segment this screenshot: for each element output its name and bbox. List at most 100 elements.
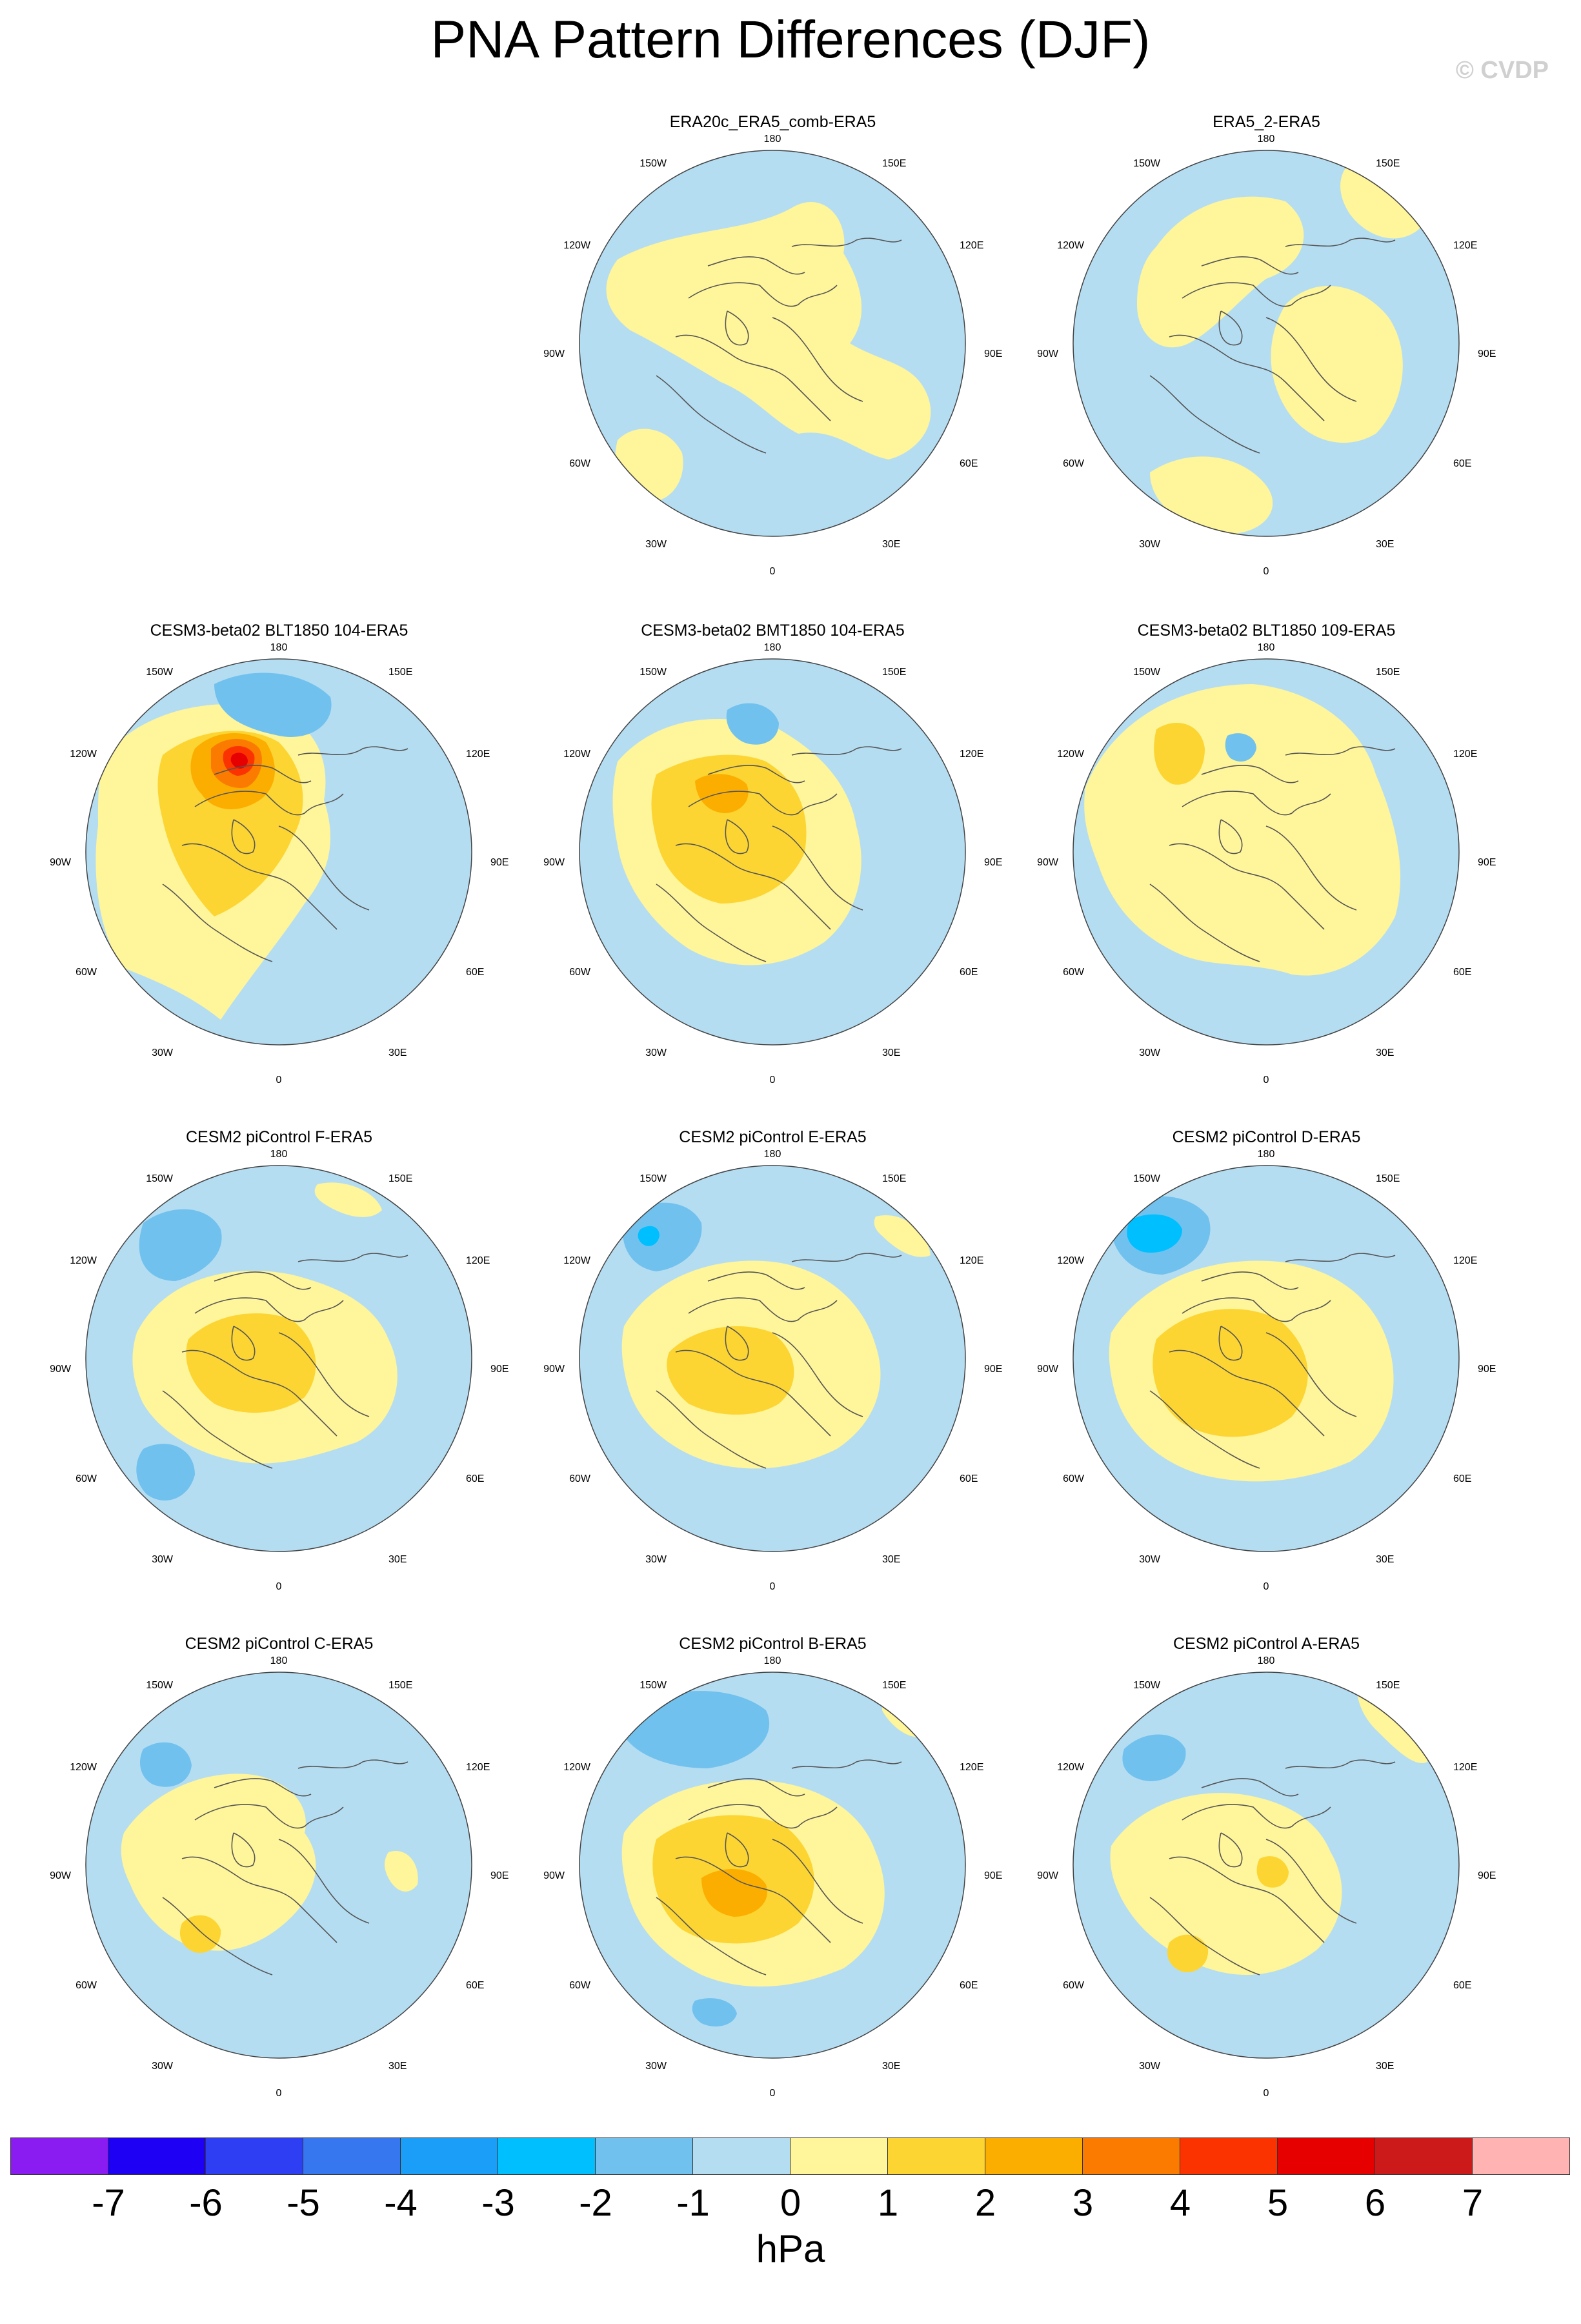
coastline <box>1149 375 1260 454</box>
longitude-label: 120E <box>960 1255 984 1266</box>
colorbar-tick-label: -6 <box>189 2182 223 2224</box>
longitude-label: 90E <box>984 1364 1003 1375</box>
coastline <box>675 334 831 421</box>
colorbar-swatch <box>108 2137 206 2175</box>
longitude-label: 30E <box>882 1047 901 1058</box>
polar-map <box>85 1672 472 2059</box>
map-border <box>1072 1672 1460 2059</box>
longitude-label: 30E <box>388 1047 407 1058</box>
longitude-label: 180 <box>763 134 781 145</box>
longitude-label: 60W <box>569 1980 590 1991</box>
anomaly-region-pos2 <box>1154 723 1205 785</box>
longitude-label: 90E <box>1478 1364 1496 1375</box>
longitude-label: 90E <box>1478 1870 1496 1881</box>
longitude-label: 90W <box>1037 1364 1058 1375</box>
coastline <box>1218 1326 1243 1361</box>
longitude-label: 30E <box>1376 1554 1395 1565</box>
coastline <box>1265 1839 1357 1924</box>
longitude-label: 30E <box>388 1554 407 1565</box>
longitude-label: 180 <box>270 1655 288 1666</box>
panel-title: CESM2 piControl A-ERA5 <box>1173 1635 1360 1653</box>
coastline <box>278 825 370 911</box>
coastline <box>214 1271 312 1290</box>
coastline <box>194 1804 344 1829</box>
colorbar-swatch <box>790 2137 888 2175</box>
longitude-label: 150W <box>639 158 667 169</box>
longitude-label: 120W <box>563 240 590 251</box>
longitude-label: 150W <box>146 1680 173 1691</box>
polar-map <box>579 150 966 537</box>
colorbar-tick-label: 4 <box>1169 2182 1191 2224</box>
longitude-label: 0 <box>1263 1581 1269 1592</box>
anomaly-region-pos2 <box>1256 1856 1289 1888</box>
longitude-label: 150E <box>1376 158 1400 169</box>
longitude-label: 60E <box>466 1980 485 1991</box>
coastline <box>791 1253 902 1262</box>
polar-map <box>1072 1165 1460 1552</box>
colorbar-swatch <box>205 2137 303 2175</box>
anomaly-region-pos1 <box>1110 1793 1342 1975</box>
coastline <box>791 1759 902 1769</box>
anomaly-region-pos3 <box>701 1869 767 1917</box>
longitude-label: 60E <box>1453 458 1472 469</box>
coastline <box>278 1332 370 1417</box>
longitude-label: 0 <box>769 1075 776 1086</box>
longitude-label: 90E <box>490 1364 509 1375</box>
colorbar-swatch <box>498 2137 596 2175</box>
longitude-label: 60W <box>1063 1980 1084 1991</box>
coastline <box>1201 765 1299 783</box>
anomaly-region-neg2 <box>139 1209 222 1281</box>
coastline <box>1218 1832 1243 1868</box>
longitude-label: 30W <box>152 2061 173 2072</box>
coastline <box>194 791 344 816</box>
longitude-label: 0 <box>1263 566 1269 577</box>
coastline <box>1182 282 1331 307</box>
longitude-label: 120E <box>960 240 984 251</box>
longitude-label: 150E <box>882 158 907 169</box>
anomaly-region-pos2 <box>651 754 807 904</box>
colorbar-tick-label: -4 <box>384 2182 418 2224</box>
polar-map <box>1072 150 1460 537</box>
longitude-label: 60W <box>569 1473 590 1484</box>
longitude-label: 180 <box>763 1149 781 1160</box>
anomaly-region-pos2 <box>186 1313 316 1413</box>
coastline <box>297 1759 408 1769</box>
longitude-label: 60E <box>1453 1980 1472 1991</box>
colorbar-tick-label: -2 <box>579 2182 612 2224</box>
panel-title: ERA5_2-ERA5 <box>1213 113 1320 131</box>
coastline <box>725 819 749 854</box>
map-border <box>1072 150 1460 537</box>
coastline <box>1149 1390 1260 1469</box>
anomaly-region-neg2 <box>136 1444 195 1500</box>
coastline <box>181 843 337 930</box>
longitude-label: 60W <box>1063 458 1084 469</box>
longitude-label: 150W <box>639 1173 667 1184</box>
longitude-label: 30E <box>1376 2061 1395 2072</box>
colorbar-tick-label: -7 <box>92 2182 125 2224</box>
colorbar-tick-label: 1 <box>877 2182 899 2224</box>
map-panel: CESM2 piControl B-ERA5 180 0 150W 120W 90W 60W… <box>526 1633 1020 2123</box>
map-border <box>579 658 966 1046</box>
panel-title: ERA20c_ERA5_comb-ERA5 <box>669 113 876 131</box>
map-panel: CESM2 piControl C-ERA5 180 0 150W 120W 90W 60W… <box>32 1633 526 2123</box>
coastline <box>1149 884 1260 962</box>
map-border <box>85 658 472 1046</box>
map-panel: ERA20c_ERA5_comb-ERA5 180 0 150W 120W 90W 60W 3… <box>526 111 1020 601</box>
longitude-label: 150W <box>1133 1680 1160 1691</box>
colorbar-swatch <box>1375 2137 1473 2175</box>
longitude-label: 150W <box>146 1173 173 1184</box>
longitude-label: 30W <box>645 2061 667 2072</box>
colorbar-swatch <box>1082 2137 1180 2175</box>
longitude-label: 60E <box>960 1980 978 1991</box>
longitude-label: 30W <box>1139 2061 1160 2072</box>
panel-title: CESM2 piControl D-ERA5 <box>1172 1128 1361 1146</box>
coastline <box>707 1778 805 1797</box>
longitude-label: 90W <box>543 349 565 359</box>
longitude-label: 30E <box>1376 1047 1395 1058</box>
panel-title: CESM2 piControl B-ERA5 <box>679 1635 867 1653</box>
colorbar-tick-label: 5 <box>1267 2182 1289 2224</box>
map-border <box>579 1672 966 2059</box>
anomaly-region-pos1 <box>121 1773 316 1951</box>
longitude-label: 60E <box>466 967 485 978</box>
coastline <box>1169 1349 1325 1437</box>
